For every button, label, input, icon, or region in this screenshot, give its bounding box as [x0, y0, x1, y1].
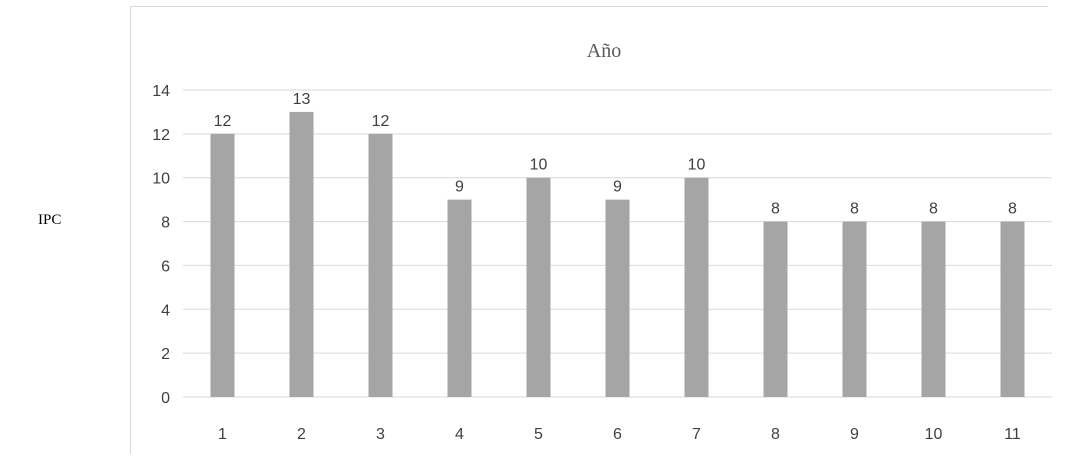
data-label-6: 9: [613, 179, 622, 196]
outside-ipc-label: IPC: [38, 212, 62, 228]
data-label-2: 13: [293, 91, 311, 108]
y-tick-label: 6: [161, 258, 170, 275]
y-tick-label: 14: [152, 83, 170, 100]
data-label-1: 12: [214, 113, 232, 130]
data-labels: 12 13 12 9 10 9 10 8 8 8 8: [214, 91, 1017, 218]
x-tick-label: 2: [297, 426, 306, 443]
bar-2: [289, 111, 314, 397]
x-tick-label: 10: [925, 426, 943, 443]
bar-1: [210, 133, 235, 397]
bar-6: [605, 199, 630, 397]
data-label-3: 12: [372, 113, 390, 130]
x-tick-label: 8: [771, 426, 780, 443]
x-tick-label: 5: [534, 426, 543, 443]
bars: [210, 111, 1025, 397]
bar-4: [447, 199, 472, 397]
x-tick-label: 6: [613, 426, 622, 443]
x-tick-label: 3: [376, 426, 385, 443]
y-tick-label: 2: [161, 346, 170, 363]
data-label-4: 9: [455, 179, 464, 196]
bar-10: [921, 221, 946, 397]
bar-8: [763, 221, 788, 397]
x-tick-label: 9: [850, 426, 859, 443]
chart-title: Año: [587, 40, 621, 62]
x-tick-label: 4: [455, 426, 464, 443]
data-label-5: 10: [530, 157, 548, 174]
data-label-9: 8: [850, 201, 859, 218]
x-tick-label: 1: [218, 426, 227, 443]
x-tick-label: 7: [692, 426, 701, 443]
bar-9: [842, 221, 867, 397]
data-label-7: 10: [688, 157, 706, 174]
bar-5: [526, 177, 551, 397]
bar-11: [1000, 221, 1025, 397]
gridlines: [183, 89, 1052, 398]
x-axis-ticks: 1 2 3 4 5 6 7 8 9 10 11: [218, 426, 1021, 443]
y-tick-label: 12: [152, 127, 170, 144]
x-tick-label: 11: [1004, 426, 1021, 443]
bar-3: [368, 133, 393, 397]
bar-7: [684, 177, 709, 397]
data-label-10: 8: [929, 201, 938, 218]
y-axis-ticks: 0 2 4 6 8 10 12 14: [152, 83, 170, 407]
data-label-8: 8: [771, 201, 780, 218]
chart-frame: [130, 6, 1048, 454]
y-tick-label: 0: [161, 390, 170, 407]
y-tick-label: 10: [152, 171, 170, 188]
data-label-11: 8: [1008, 201, 1017, 218]
y-tick-label: 4: [161, 302, 170, 319]
y-tick-label: 8: [161, 215, 170, 232]
